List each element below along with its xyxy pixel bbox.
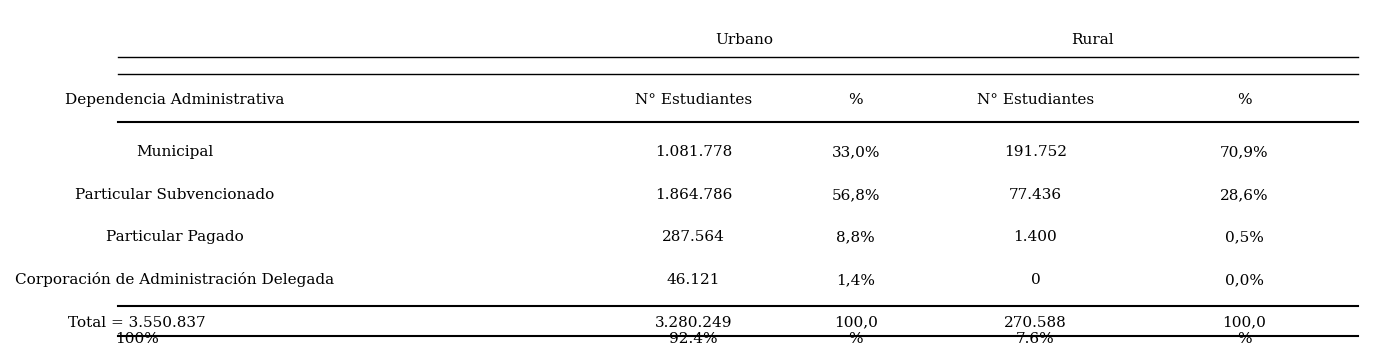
Text: 100,0: 100,0 — [1222, 316, 1266, 330]
Text: Particular Pagado: Particular Pagado — [106, 230, 243, 244]
Text: %: % — [1238, 332, 1251, 346]
Text: 100,0: 100,0 — [833, 316, 877, 330]
Text: %: % — [848, 332, 864, 346]
Text: 7.6%: 7.6% — [1016, 332, 1055, 346]
Text: 46.121: 46.121 — [667, 273, 720, 287]
Text: 56,8%: 56,8% — [832, 188, 880, 202]
Text: 100%: 100% — [116, 332, 158, 346]
Text: 0,5%: 0,5% — [1225, 230, 1264, 244]
Text: 33,0%: 33,0% — [832, 145, 880, 159]
Text: N° Estudiantes: N° Estudiantes — [976, 93, 1094, 106]
Text: %: % — [848, 93, 864, 106]
Text: Municipal: Municipal — [136, 145, 213, 159]
Text: 270.588: 270.588 — [1004, 316, 1067, 330]
Text: Particular Subvencionado: Particular Subvencionado — [76, 188, 275, 202]
Text: 0,0%: 0,0% — [1225, 273, 1264, 287]
Text: Total = 3.550.837: Total = 3.550.837 — [67, 316, 206, 330]
Text: 287.564: 287.564 — [663, 230, 725, 244]
Text: 28,6%: 28,6% — [1220, 188, 1269, 202]
Text: Rural: Rural — [1071, 33, 1114, 47]
Text: 70,9%: 70,9% — [1220, 145, 1269, 159]
Text: 92.4%: 92.4% — [670, 332, 718, 346]
Text: 191.752: 191.752 — [1004, 145, 1067, 159]
Text: 0: 0 — [1030, 273, 1041, 287]
Text: Urbano: Urbano — [715, 33, 773, 47]
Text: 1,4%: 1,4% — [836, 273, 876, 287]
Text: 77.436: 77.436 — [1009, 188, 1062, 202]
Text: 3.280.249: 3.280.249 — [654, 316, 733, 330]
Text: 1.081.778: 1.081.778 — [654, 145, 733, 159]
Text: %: % — [1238, 93, 1251, 106]
Text: 8,8%: 8,8% — [836, 230, 874, 244]
Text: N° Estudiantes: N° Estudiantes — [635, 93, 752, 106]
Text: 1.864.786: 1.864.786 — [654, 188, 733, 202]
Text: Dependencia Administrativa: Dependencia Administrativa — [65, 93, 285, 106]
Text: 1.400: 1.400 — [1013, 230, 1057, 244]
Text: Corporación de Administración Delegada: Corporación de Administración Delegada — [15, 272, 334, 287]
